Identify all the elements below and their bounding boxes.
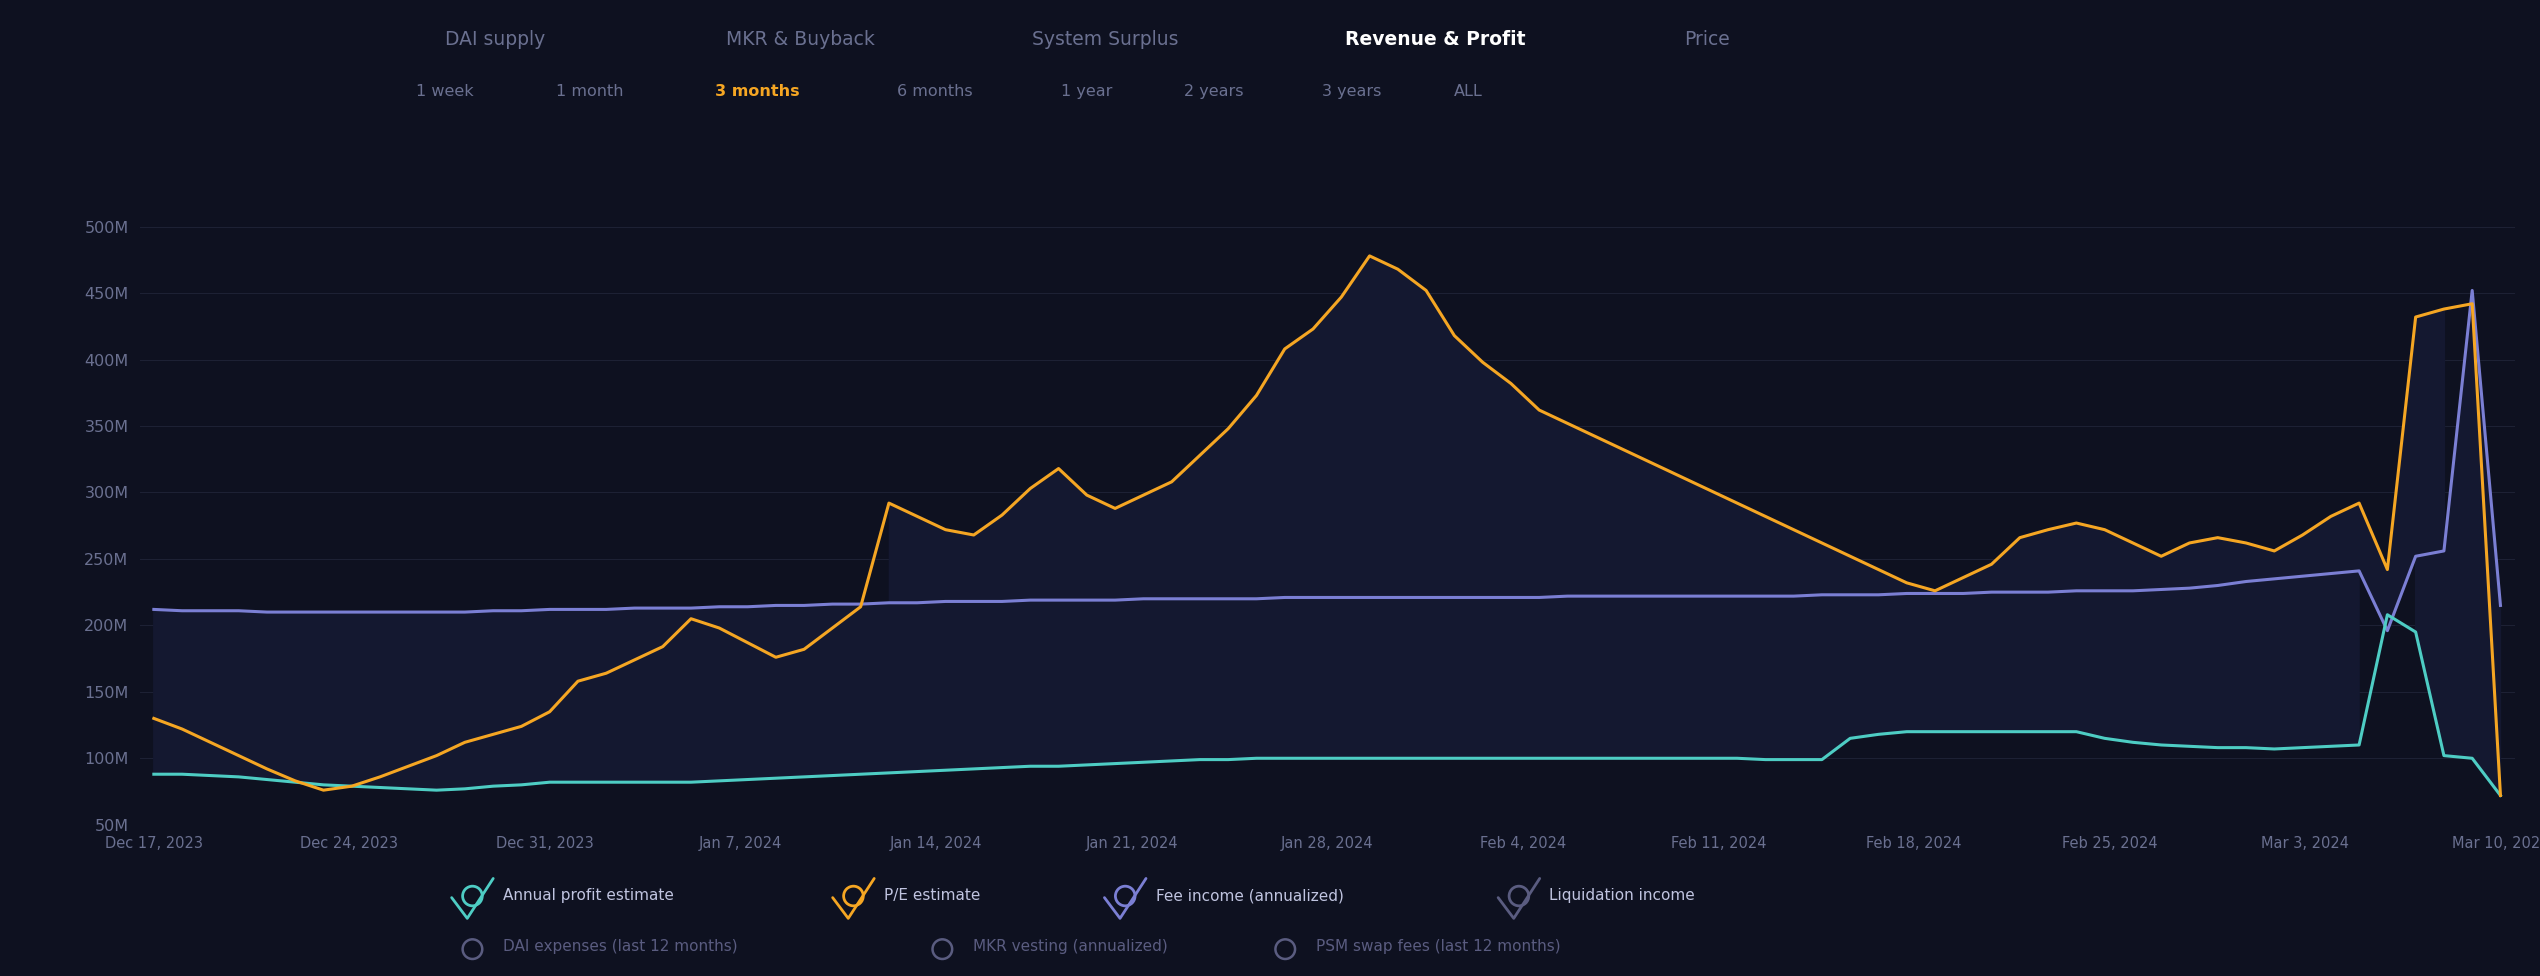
- Point: [1105, 888, 1146, 904]
- Text: System Surplus: System Surplus: [1031, 29, 1179, 49]
- Point: [1499, 888, 1539, 904]
- Text: MKR & Buyback: MKR & Buyback: [726, 29, 874, 49]
- Text: 3 months: 3 months: [714, 84, 800, 100]
- Text: 6 months: 6 months: [897, 84, 973, 100]
- Point: [1265, 941, 1306, 956]
- Text: DAI supply: DAI supply: [444, 29, 546, 49]
- Text: 2 years: 2 years: [1184, 84, 1245, 100]
- Point: [452, 941, 493, 956]
- Text: 3 years: 3 years: [1321, 84, 1382, 100]
- Point: [833, 888, 874, 904]
- Text: Fee income (annualized): Fee income (annualized): [1156, 888, 1344, 904]
- Text: 1 year: 1 year: [1062, 84, 1113, 100]
- Text: 1 week: 1 week: [417, 84, 472, 100]
- Text: Annual profit estimate: Annual profit estimate: [503, 888, 673, 904]
- Text: PSM swap fees (last 12 months): PSM swap fees (last 12 months): [1316, 939, 1560, 955]
- Text: ALL: ALL: [1453, 84, 1483, 100]
- Point: [452, 888, 493, 904]
- Point: [922, 941, 963, 956]
- Text: Liquidation income: Liquidation income: [1549, 888, 1694, 904]
- Text: P/E estimate: P/E estimate: [884, 888, 980, 904]
- Text: Revenue & Profit: Revenue & Profit: [1344, 29, 1527, 49]
- Text: 1 month: 1 month: [556, 84, 622, 100]
- Text: Price: Price: [1684, 29, 1730, 49]
- Text: MKR vesting (annualized): MKR vesting (annualized): [973, 939, 1168, 955]
- Text: DAI expenses (last 12 months): DAI expenses (last 12 months): [503, 939, 737, 955]
